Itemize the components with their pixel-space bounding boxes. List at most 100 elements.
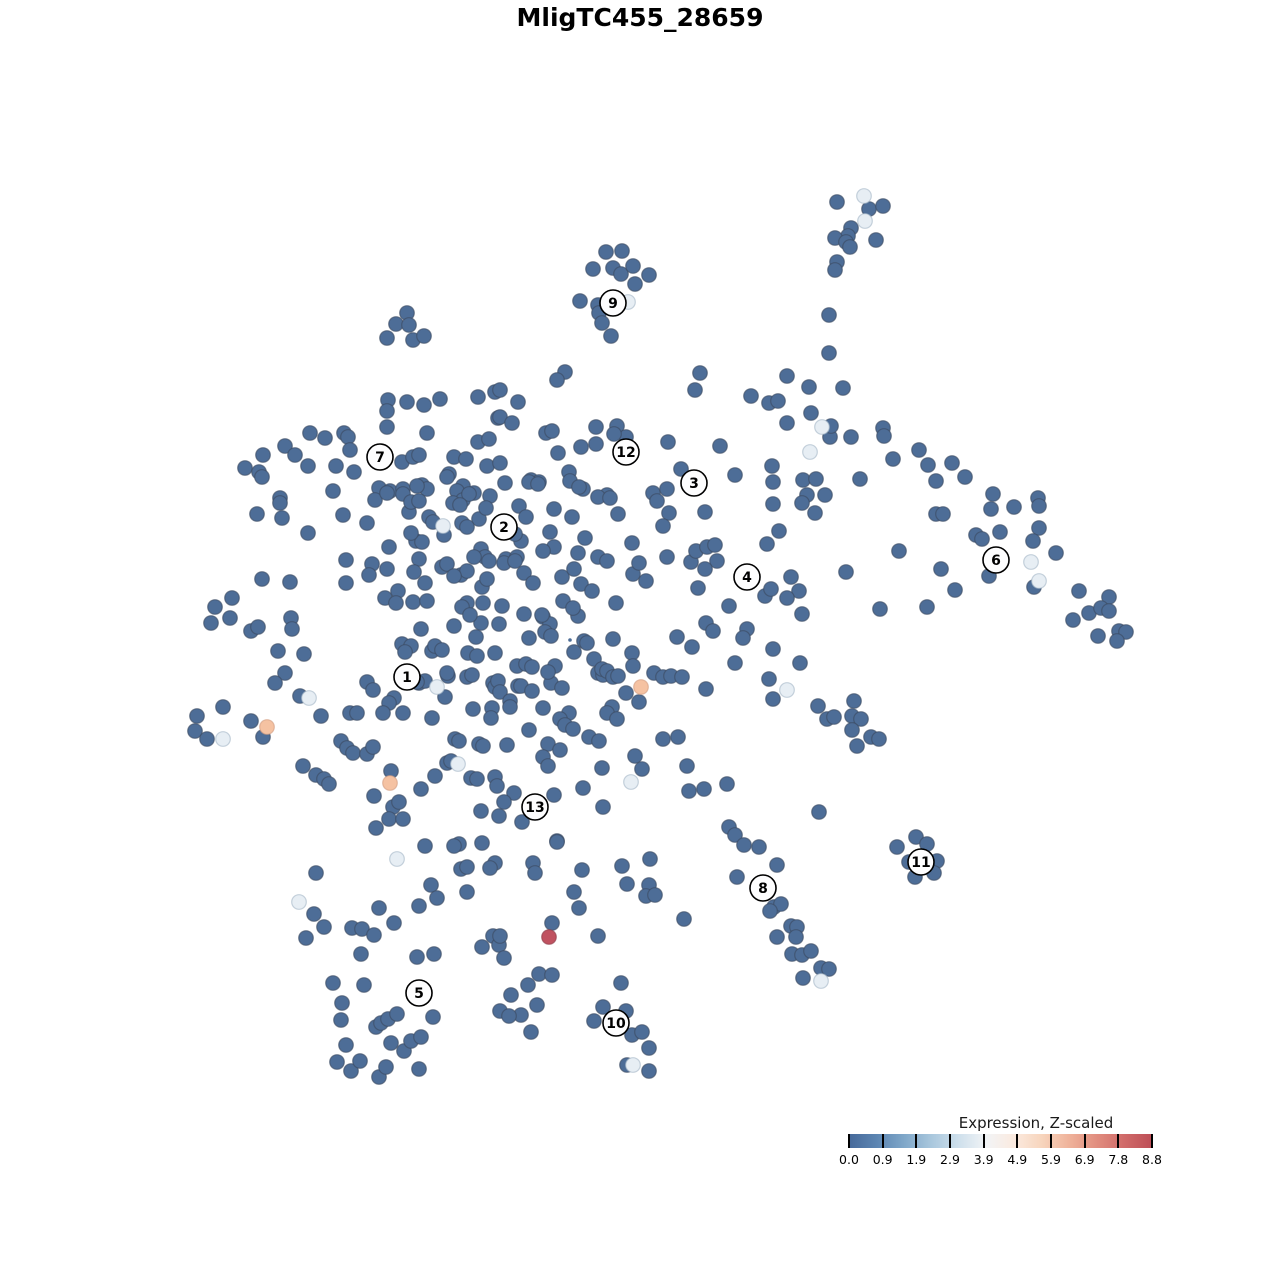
data-point <box>527 865 543 881</box>
data-point <box>565 721 581 737</box>
data-point <box>366 927 382 943</box>
data-point <box>531 966 547 982</box>
legend-tick-label: 7.8 <box>1108 1152 1129 1167</box>
data-point <box>417 575 433 591</box>
data-point <box>237 460 253 476</box>
data-point <box>277 665 293 681</box>
data-point <box>473 803 489 819</box>
data-point <box>249 506 265 522</box>
data-point <box>571 479 587 495</box>
data-point <box>983 501 999 517</box>
data-point <box>631 555 647 571</box>
data-point <box>483 710 499 726</box>
data-point <box>411 1061 427 1077</box>
data-point <box>817 487 833 503</box>
data-point <box>451 733 467 749</box>
data-point <box>346 464 362 480</box>
data-point <box>574 862 590 878</box>
data-point <box>506 785 522 801</box>
data-point <box>388 316 404 332</box>
data-point <box>414 534 430 550</box>
legend-title: Expression, Z-scaled <box>958 1114 1114 1132</box>
data-point <box>272 495 288 511</box>
data-point <box>475 738 491 754</box>
data-point <box>470 389 486 405</box>
data-point <box>610 506 626 522</box>
data-point <box>409 949 425 965</box>
cluster-label-text: 13 <box>525 800 544 816</box>
data-point <box>523 1024 539 1040</box>
data-point <box>719 776 735 792</box>
data-point <box>300 525 316 541</box>
data-point <box>199 731 215 747</box>
legend-tick-label: 4.9 <box>1007 1152 1028 1167</box>
data-point <box>386 915 402 931</box>
legend-tick <box>1083 1134 1086 1148</box>
data-point <box>634 761 650 777</box>
legend-tick <box>982 1134 985 1148</box>
cluster-label-circle <box>602 1009 630 1037</box>
data-point <box>419 425 435 441</box>
data-point <box>729 869 745 885</box>
data-point <box>670 729 686 745</box>
data-point <box>588 419 604 435</box>
data-point <box>792 655 808 671</box>
data-point <box>521 630 537 646</box>
data-point <box>542 524 558 540</box>
data-point <box>638 573 654 589</box>
data-point <box>335 507 351 523</box>
data-point <box>803 943 819 959</box>
data-point-higher <box>382 775 398 791</box>
cluster-label-circle <box>490 513 518 541</box>
data-point <box>794 606 810 622</box>
data-point <box>935 506 951 522</box>
data-point <box>712 438 728 454</box>
legend-tick <box>1016 1134 1019 1148</box>
data-point <box>992 524 1008 540</box>
data-point <box>821 345 837 361</box>
data-point <box>572 293 588 309</box>
data-point <box>424 710 440 726</box>
data-point <box>446 618 462 634</box>
legend-tick-label: 1.9 <box>906 1152 927 1167</box>
cluster-label-circle <box>521 793 549 821</box>
data-point <box>388 595 404 611</box>
cluster-label-text: 2 <box>499 520 509 536</box>
data-point <box>270 643 286 659</box>
legend-tick-label: 2.9 <box>940 1152 960 1167</box>
data-point <box>849 738 865 754</box>
data-point <box>371 900 387 916</box>
data-point <box>773 896 789 912</box>
data-point <box>944 455 960 471</box>
cluster-label-text: 12 <box>616 445 635 461</box>
legend-tick-label: 6.9 <box>1074 1152 1095 1167</box>
data-point <box>325 483 341 499</box>
data-point <box>378 1059 394 1075</box>
data-point <box>439 665 455 681</box>
data-point <box>471 511 487 527</box>
data-point <box>605 631 621 647</box>
data-point <box>826 709 842 725</box>
data-point <box>474 939 490 955</box>
data-point <box>669 629 685 645</box>
data-point <box>679 758 695 774</box>
data-point <box>868 232 884 248</box>
data-point <box>383 1035 399 1051</box>
data-point-high <box>429 679 445 695</box>
data-point <box>473 615 489 631</box>
data-point <box>609 711 625 727</box>
data-point <box>908 829 924 845</box>
data-point <box>808 471 824 487</box>
data-point <box>765 641 781 657</box>
cluster-label-6: 6 <box>982 546 1010 574</box>
data-point <box>334 995 350 1011</box>
data-point <box>492 382 508 398</box>
data-point <box>381 811 397 827</box>
data-point <box>325 975 341 991</box>
data-point <box>614 858 630 874</box>
legend-tick <box>1117 1134 1120 1148</box>
data-point <box>588 436 604 452</box>
data-point <box>891 543 907 559</box>
data-point <box>705 623 721 639</box>
data-point <box>296 646 312 662</box>
